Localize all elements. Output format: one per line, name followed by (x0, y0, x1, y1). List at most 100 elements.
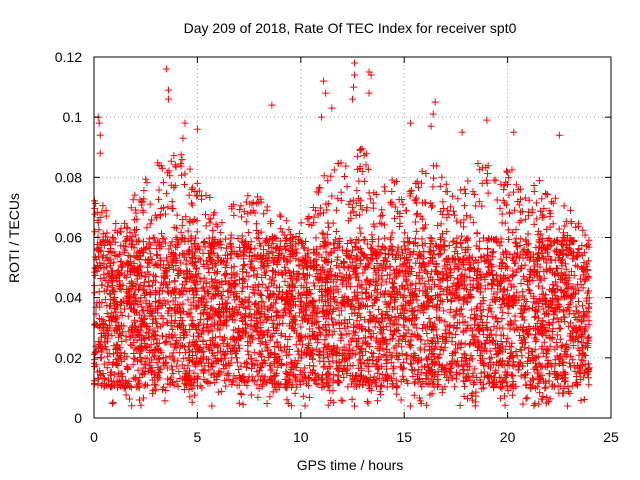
data-point (214, 268, 222, 276)
data-point (377, 391, 385, 399)
data-point (390, 363, 398, 371)
data-point (341, 324, 349, 332)
data-point (560, 202, 568, 210)
data-point (376, 263, 384, 271)
data-point (204, 264, 212, 272)
data-point (473, 305, 481, 313)
data-point (354, 166, 362, 174)
data-point (451, 383, 459, 391)
data-point (382, 323, 390, 331)
data-point (411, 320, 419, 328)
data-point (475, 198, 483, 206)
data-point (484, 325, 492, 333)
data-point (415, 332, 423, 340)
data-point (397, 396, 405, 404)
data-point (378, 243, 386, 251)
data-point (216, 317, 224, 325)
data-point (447, 289, 455, 297)
data-point (517, 346, 525, 354)
data-point (319, 363, 327, 371)
data-point (388, 198, 396, 206)
data-point (192, 362, 200, 370)
data-point (559, 362, 567, 370)
data-point (485, 379, 493, 387)
data-point (186, 165, 194, 173)
data-point (320, 172, 328, 180)
data-point (322, 327, 330, 335)
data-point (279, 319, 287, 327)
data-point (583, 242, 591, 250)
data-point (363, 397, 371, 405)
data-point (442, 326, 450, 334)
data-point (91, 272, 99, 280)
data-point (259, 280, 267, 288)
data-point (240, 208, 248, 216)
data-point (410, 247, 418, 255)
data-point (367, 349, 375, 357)
data-point (237, 311, 245, 319)
data-point (140, 278, 148, 286)
data-point (460, 350, 468, 358)
data-point (373, 361, 381, 369)
data-point (186, 381, 194, 389)
data-point (418, 167, 426, 175)
data-point (110, 235, 118, 243)
data-point (278, 228, 286, 236)
data-point (460, 223, 468, 231)
data-point (275, 320, 283, 328)
data-point (270, 316, 278, 324)
data-point (362, 347, 370, 355)
data-point (137, 294, 145, 302)
data-point (447, 297, 455, 305)
data-point (327, 172, 335, 180)
data-point (394, 327, 402, 335)
data-point (499, 308, 507, 316)
data-point (101, 296, 109, 304)
data-point (299, 392, 307, 400)
data-point (235, 381, 243, 389)
data-point (505, 174, 513, 182)
data-point (403, 351, 411, 359)
data-point (550, 315, 558, 323)
data-point (339, 397, 347, 405)
data-point (532, 199, 540, 207)
data-point (413, 324, 421, 332)
data-point (525, 196, 533, 204)
data-point (484, 281, 492, 289)
data-point (357, 313, 365, 321)
data-point (543, 225, 551, 233)
data-point (480, 234, 488, 242)
data-point (268, 319, 276, 327)
data-point (531, 313, 539, 321)
data-point (292, 341, 300, 349)
data-point (423, 270, 431, 278)
data-point (146, 220, 154, 228)
data-point (352, 199, 360, 207)
data-point (474, 326, 482, 334)
data-point (346, 197, 354, 205)
data-point (107, 290, 115, 298)
data-point (460, 392, 468, 400)
data-point (245, 272, 253, 280)
data-point (478, 202, 486, 210)
data-point (195, 187, 203, 195)
data-point (524, 281, 532, 289)
data-point (565, 310, 573, 318)
data-point (533, 319, 541, 327)
data-point (425, 314, 433, 322)
data-point (433, 162, 441, 170)
data-point (335, 311, 343, 319)
data-point (446, 328, 454, 336)
data-point (468, 389, 476, 397)
data-point (396, 219, 404, 227)
data-point (227, 274, 235, 282)
data-point (422, 169, 430, 177)
data-point (481, 360, 489, 368)
data-point (462, 235, 470, 243)
data-point (161, 239, 169, 247)
data-point (512, 253, 520, 261)
data-point (453, 217, 461, 225)
data-point (239, 265, 247, 273)
